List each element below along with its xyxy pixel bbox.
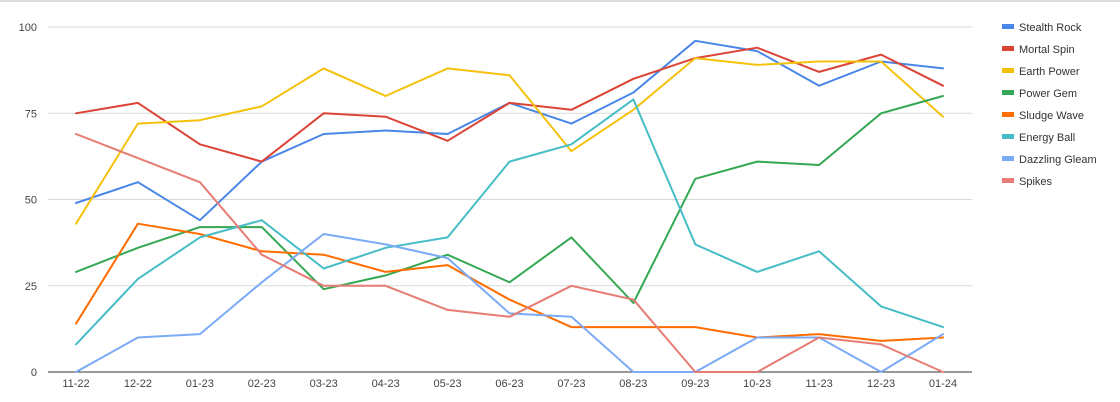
x-tick-label: 02-23 [248,378,276,390]
legend-label: Mortal Spin [1019,44,1075,56]
x-tick-label: 08-23 [619,378,647,390]
y-tick-label: 100 [19,22,37,34]
x-tick-label: 12-22 [124,378,152,390]
x-tick-label: 03-23 [310,378,338,390]
legend-label: Spikes [1019,176,1053,188]
legend-label: Stealth Rock [1019,22,1082,34]
series-line-sludge-wave [75,222,944,342]
y-tick-label: 50 [25,195,37,207]
legend-label: Power Gem [1019,88,1077,100]
x-tick-label: 01-23 [186,378,214,390]
gridlines [0,0,1120,373]
y-tick-label: 25 [25,281,37,293]
x-tick-label: 11-22 [62,378,89,390]
x-tick-label: 05-23 [434,378,462,390]
x-tick-label: 09-23 [681,378,709,390]
x-axis: 11-22 12-22 01-23 02-23 03-23 04-23 05-23 06-23… [62,378,957,390]
legend-swatch [1002,156,1014,161]
legend-label: Dazzling Gleam [1019,154,1097,166]
series-line-power-gem [75,95,944,304]
legend: Stealth Rock Mortal Spin Earth Power Power … [1002,22,1097,188]
x-tick-label: 07-23 [557,378,585,390]
legend-swatch [1002,46,1014,51]
legend-swatch [1002,178,1014,183]
series-line-energy-ball [75,98,944,346]
x-tick-label: 04-23 [372,378,400,390]
legend-swatch [1002,90,1014,95]
x-tick-label: 12-23 [867,378,895,390]
series-line-mortal-spin [75,46,944,163]
y-tick-label: 0 [31,367,37,379]
series-line-dazzling-gleam [75,233,944,373]
legend-label: Sludge Wave [1019,110,1084,122]
x-tick-label: 01-24 [929,378,957,390]
legend-label: Energy Ball [1019,132,1075,144]
legend-swatch [1002,24,1014,29]
y-tick-label: 75 [25,108,37,120]
x-tick-label: 06-23 [495,378,523,390]
x-tick-label: 11-23 [805,378,832,390]
series-line-earth-power [75,57,944,225]
legend-swatch [1002,134,1014,139]
legend-label: Earth Power [1019,66,1080,78]
x-tick-label: 10-23 [743,378,771,390]
series-line-stealth-rock [75,39,944,222]
legend-swatch [1002,112,1014,117]
series-lines [75,39,944,373]
series-line-spikes [75,133,944,373]
y-axis: 0 25 50 75 100 [19,22,37,379]
legend-swatch [1002,68,1014,73]
